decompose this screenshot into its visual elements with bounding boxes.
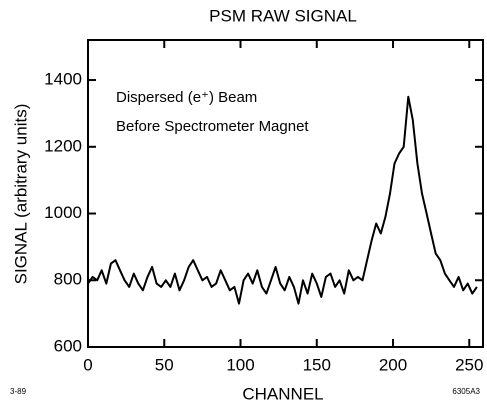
signal-line (87, 95, 478, 305)
x-tick-label: 0 (83, 355, 92, 374)
x-axis-label: CHANNEL (242, 384, 323, 403)
x-tick-label: 50 (155, 355, 174, 374)
y-tick-label: 600 (54, 336, 82, 355)
x-tick-label: 200 (379, 355, 407, 374)
x-tick-label: 250 (455, 355, 483, 374)
x-tick-label: 100 (226, 355, 254, 374)
y-tick-label: 800 (54, 270, 82, 289)
y-tick-label: 1200 (44, 136, 82, 155)
plot-frame (87, 39, 484, 348)
annotation: Before Spectrometer Magnet (116, 118, 309, 135)
y-tick-label: 1400 (44, 70, 82, 89)
y-axis-label: SIGNAL (arbitrary units) (11, 104, 30, 285)
y-tick-label: 1000 (44, 203, 82, 222)
note: 3-89 (10, 387, 27, 396)
x-tick-label: 150 (303, 355, 331, 374)
note: 6305A3 (452, 387, 480, 396)
chart-title: PSM RAW SIGNAL (209, 6, 357, 25)
annotation: Dispersed (e⁺) Beam (116, 89, 257, 106)
